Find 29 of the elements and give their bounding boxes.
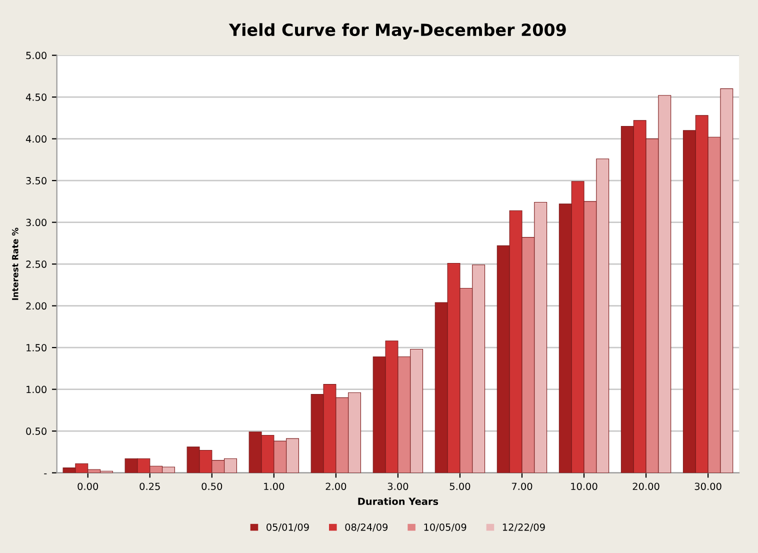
y-tick-label: 4.00 bbox=[26, 135, 46, 143]
y-axis-title: Interest Rate % bbox=[12, 228, 18, 300]
y-tick-label: 0.50 bbox=[26, 428, 46, 435]
x-tick-label: 2.00 bbox=[326, 482, 346, 490]
chart-title: Yield Curve for May-December 2009 bbox=[228, 23, 566, 40]
legend-label: 08/24/09 bbox=[345, 523, 388, 532]
x-tick-label: 3.00 bbox=[388, 482, 408, 490]
x-axis-title: Duration Years bbox=[358, 498, 438, 506]
x-tick-label: 0.00 bbox=[78, 482, 98, 490]
y-tick-label: 3.50 bbox=[26, 177, 46, 184]
x-tick-label: 1.00 bbox=[264, 482, 284, 490]
x-tick-label: 20.00 bbox=[632, 482, 660, 490]
x-tick-label: 5.00 bbox=[450, 482, 470, 490]
x-tick-label: 0.50 bbox=[202, 482, 222, 490]
legend-label: 05/01/09 bbox=[266, 523, 309, 532]
x-tick-label: 7.00 bbox=[512, 482, 532, 490]
y-tick-label: 5.00 bbox=[26, 52, 46, 60]
x-tick-label: 30.00 bbox=[694, 482, 722, 490]
x-tick-label: 10.00 bbox=[571, 482, 598, 490]
legend-label: 10/05/09 bbox=[424, 523, 466, 532]
y-tick-label: 2.50 bbox=[26, 260, 46, 268]
x-tick-label: 0.25 bbox=[140, 482, 160, 490]
legend-label: 12/22/09 bbox=[502, 523, 545, 532]
y-tick-label: 3.00 bbox=[26, 218, 46, 226]
y-tick-label: 2.00 bbox=[26, 302, 46, 310]
y-tick-label: 1.00 bbox=[26, 386, 46, 394]
y-tick-label: - bbox=[44, 473, 47, 474]
y-tick-label: 4.50 bbox=[26, 94, 46, 101]
y-tick-label: 1.50 bbox=[26, 344, 46, 352]
